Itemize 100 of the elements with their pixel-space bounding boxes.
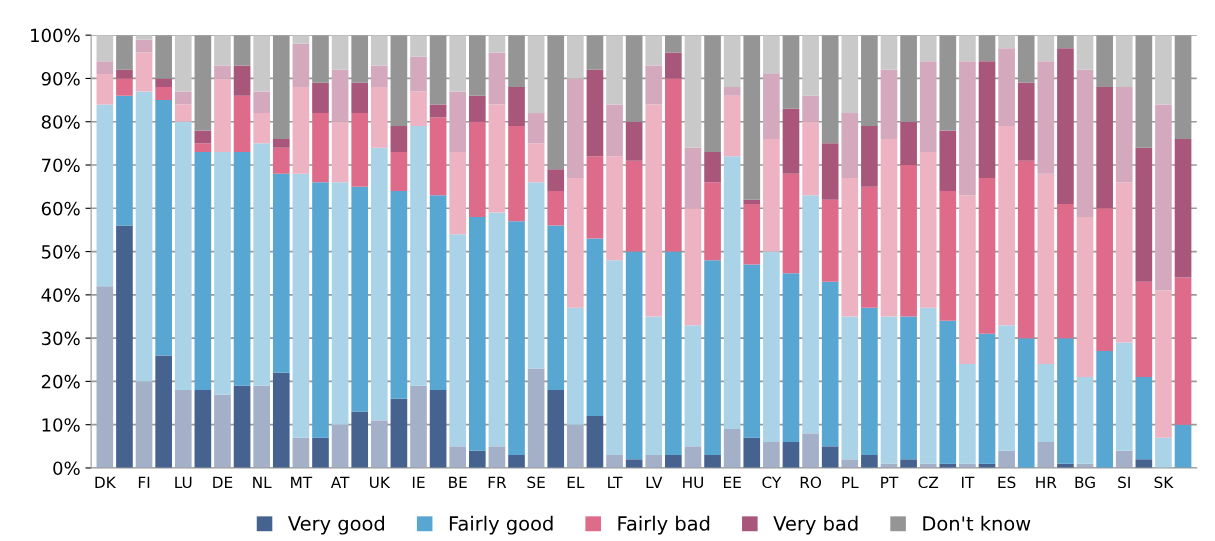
x-tick-label: FR xyxy=(488,476,507,488)
x-tick-label: IT xyxy=(961,476,975,488)
bar xyxy=(1155,437,1172,468)
bar xyxy=(449,91,467,153)
bar xyxy=(978,177,996,334)
bar xyxy=(763,35,780,75)
bar xyxy=(449,234,467,447)
bar xyxy=(233,152,251,386)
bar xyxy=(1037,364,1055,442)
bar xyxy=(821,199,839,282)
bar xyxy=(763,251,780,442)
bar xyxy=(586,35,604,70)
bar xyxy=(155,355,172,468)
bar xyxy=(1057,203,1074,339)
bar xyxy=(1135,281,1153,378)
bar xyxy=(253,91,271,114)
bar xyxy=(370,35,388,66)
bar xyxy=(429,104,447,118)
bar xyxy=(782,108,800,174)
bar xyxy=(370,87,388,148)
bar xyxy=(155,35,172,79)
bar xyxy=(214,78,231,153)
bar xyxy=(174,35,192,92)
bar xyxy=(390,190,408,399)
x-tick-label: RO xyxy=(800,476,822,489)
bar xyxy=(410,35,427,57)
bar xyxy=(723,429,741,468)
bar xyxy=(1135,147,1153,282)
x-tick-label: PT xyxy=(881,476,899,488)
bar xyxy=(312,82,329,114)
bar xyxy=(861,126,878,187)
bar xyxy=(723,156,741,430)
bar xyxy=(1037,442,1055,468)
bar xyxy=(1057,48,1074,204)
bar xyxy=(547,190,565,226)
bar xyxy=(253,35,271,92)
bar xyxy=(802,433,819,468)
bar xyxy=(606,260,623,455)
bar xyxy=(429,390,447,468)
bar xyxy=(665,35,682,53)
x-tick-label: UK xyxy=(370,476,391,489)
bar xyxy=(331,69,349,122)
x-tick-label: MT xyxy=(291,476,313,488)
bar xyxy=(959,364,976,464)
bar xyxy=(135,39,153,53)
bar xyxy=(567,35,584,79)
bar xyxy=(116,78,133,96)
bar xyxy=(704,182,721,261)
bar xyxy=(527,113,545,144)
bar xyxy=(1037,35,1055,62)
bar xyxy=(155,87,172,101)
bar xyxy=(1017,82,1035,161)
bar xyxy=(606,156,623,261)
bar xyxy=(410,385,427,468)
bar xyxy=(390,152,408,191)
bar xyxy=(508,126,525,222)
bar xyxy=(390,126,408,153)
bar xyxy=(292,173,310,438)
bar xyxy=(351,411,369,468)
bar xyxy=(96,35,114,62)
bar xyxy=(861,186,878,308)
bar xyxy=(939,130,957,191)
y-tick-label: 100% xyxy=(31,28,80,43)
bar xyxy=(821,143,839,200)
bar xyxy=(1155,290,1172,438)
bar xyxy=(1076,377,1094,464)
bar xyxy=(508,454,525,468)
bar xyxy=(508,221,525,455)
bar xyxy=(174,121,192,391)
x-tick-label: PL xyxy=(842,476,859,488)
bar xyxy=(841,113,859,178)
bar xyxy=(429,117,447,196)
bar xyxy=(135,52,153,92)
bar xyxy=(1135,377,1153,460)
x-tick-label: SE xyxy=(527,476,545,489)
bar xyxy=(606,104,623,157)
x-tick-label: EL xyxy=(567,476,585,488)
bar xyxy=(390,398,408,468)
bar xyxy=(939,320,957,464)
bar xyxy=(1174,139,1192,278)
bar xyxy=(880,35,898,70)
bar xyxy=(567,424,584,468)
bar xyxy=(684,208,702,326)
bar xyxy=(821,281,839,447)
bar xyxy=(978,35,996,62)
bar xyxy=(625,251,643,460)
x-tick-label: ES xyxy=(998,476,1016,489)
bar xyxy=(684,147,702,209)
bar xyxy=(959,61,976,196)
bar xyxy=(802,121,819,196)
bar xyxy=(645,35,663,66)
bar xyxy=(1115,450,1133,468)
bar xyxy=(331,182,349,425)
bar xyxy=(1096,351,1113,468)
bar xyxy=(214,152,231,395)
bar xyxy=(292,87,310,174)
bar xyxy=(351,82,369,114)
bar xyxy=(998,126,1015,326)
bar xyxy=(704,454,721,468)
bar xyxy=(96,286,114,468)
